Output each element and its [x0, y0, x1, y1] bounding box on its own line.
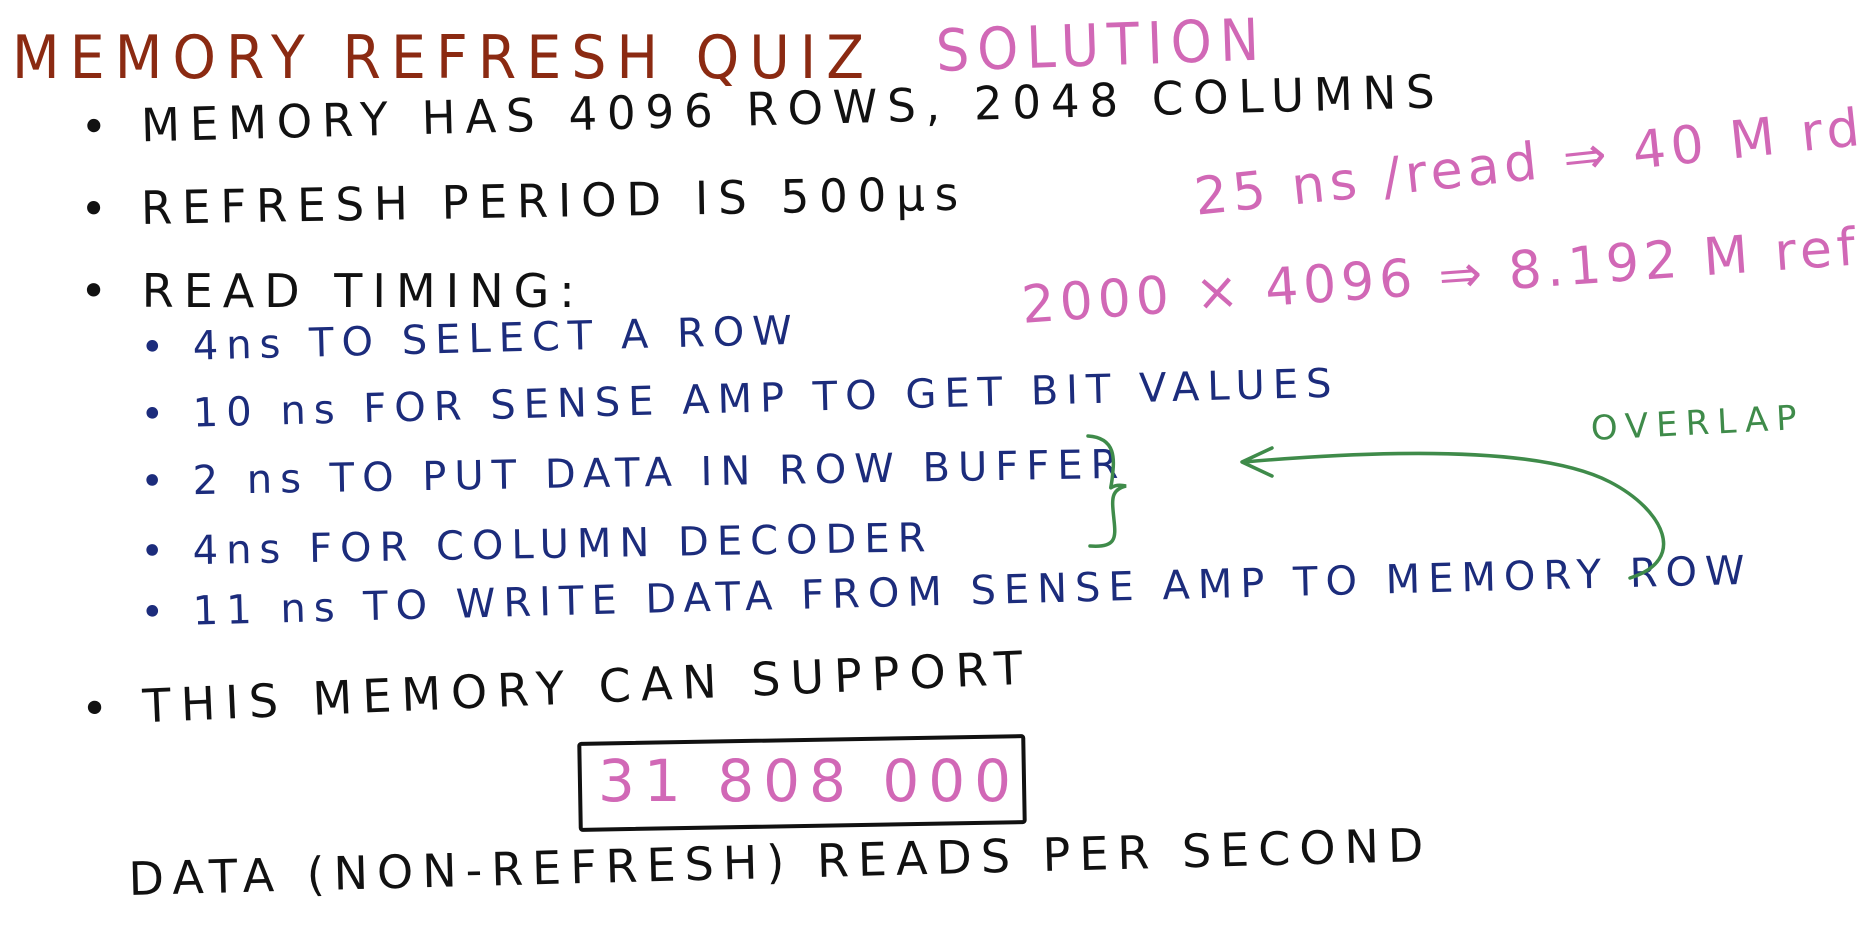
overlap-arrow-head — [1240, 446, 1274, 478]
page-title: MEMORY REFRESH QUIZ — [12, 23, 875, 93]
bullet-read-timing: • READ TIMING: — [80, 264, 585, 318]
overlap-brace — [1086, 434, 1127, 548]
answer-value: 31 808 000 — [598, 747, 1021, 815]
overlap-arrow-curve — [1242, 451, 1666, 580]
